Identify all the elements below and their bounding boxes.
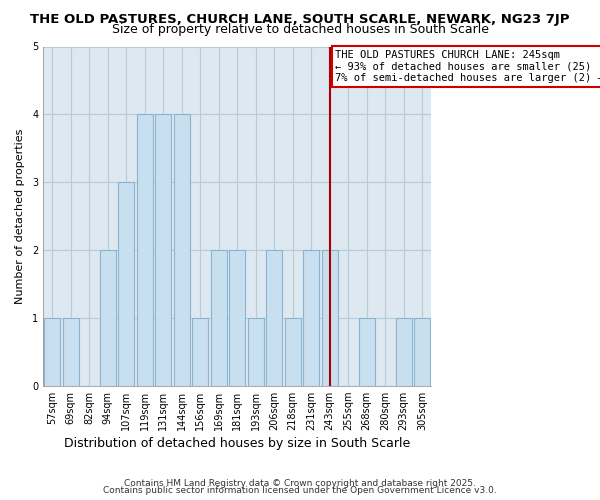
Bar xyxy=(118,182,134,386)
Text: Contains HM Land Registry data © Crown copyright and database right 2025.: Contains HM Land Registry data © Crown c… xyxy=(124,478,476,488)
Bar xyxy=(155,114,171,386)
Text: Size of property relative to detached houses in South Scarle: Size of property relative to detached ho… xyxy=(112,22,488,36)
X-axis label: Distribution of detached houses by size in South Scarle: Distribution of detached houses by size … xyxy=(64,437,410,450)
Bar xyxy=(174,114,190,386)
Bar xyxy=(414,318,430,386)
Bar xyxy=(359,318,374,386)
Bar xyxy=(193,318,208,386)
Bar xyxy=(304,250,319,386)
Bar xyxy=(137,114,152,386)
Bar xyxy=(248,318,263,386)
Text: THE OLD PASTURES, CHURCH LANE, SOUTH SCARLE, NEWARK, NG23 7JP: THE OLD PASTURES, CHURCH LANE, SOUTH SCA… xyxy=(30,12,570,26)
Bar xyxy=(285,318,301,386)
Y-axis label: Number of detached properties: Number of detached properties xyxy=(15,128,25,304)
Bar xyxy=(396,318,412,386)
Bar xyxy=(322,250,338,386)
Text: Contains public sector information licensed under the Open Government Licence v3: Contains public sector information licen… xyxy=(103,486,497,495)
Bar xyxy=(229,250,245,386)
Bar xyxy=(211,250,227,386)
Bar xyxy=(100,250,116,386)
Text: THE OLD PASTURES CHURCH LANE: 245sqm
← 93% of detached houses are smaller (25)
7: THE OLD PASTURES CHURCH LANE: 245sqm ← 9… xyxy=(335,50,600,83)
Bar xyxy=(44,318,60,386)
Bar xyxy=(63,318,79,386)
Bar xyxy=(266,250,282,386)
